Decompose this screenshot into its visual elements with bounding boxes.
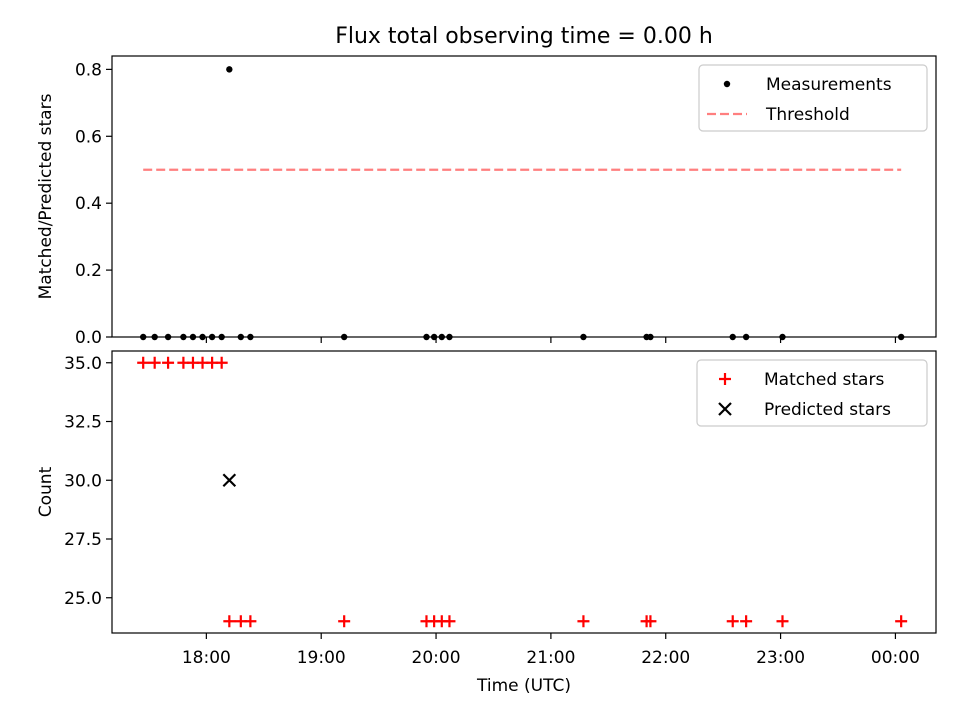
measurement-point [180,333,187,341]
x-tick-label: 18:00 [182,648,231,668]
matched-star-point [137,356,150,369]
legend-label: Threshold [765,105,850,125]
x-tick-label: 19:00 [297,648,346,668]
measurement-point [151,333,158,341]
matched-star-point [577,615,590,628]
measurement-point [237,333,245,341]
bottom-y-tick-label: 35.0 [64,354,102,374]
top-y-tick-label: 0.0 [75,328,102,348]
matched-star-point [443,615,456,628]
measurement-point [340,333,348,341]
measurement-point [164,333,172,341]
matched-star-point [223,615,236,628]
x-tick-label: 22:00 [641,648,690,668]
legend-label: Measurements [766,75,892,95]
matched-star-point [162,356,175,369]
measurement-point [247,333,254,341]
matched-star-point [895,615,908,628]
x-tick-label: 20:00 [412,648,461,668]
chart-title: Flux total observing time = 0.00 h [335,24,713,49]
bottom-legend-box [696,359,928,427]
bottom-y-tick-label: 32.5 [64,413,102,433]
measurement-point [742,333,750,341]
matched-star-point [338,615,351,628]
legend-matched-swatch [719,373,731,385]
top-panel: 0.0 0.2 0.4 0.6 0.8 Matched/Predicted stars Me… [36,55,937,348]
legend-label: Matched stars [764,370,884,390]
legend-predicted-swatch [718,402,732,416]
top-y-tick-label: 0.6 [75,127,102,147]
bottom-legend: Matched stars Predicted stars [696,359,928,427]
top-y-tick-label: 0.2 [75,261,102,281]
top-legend: Measurements Threshold [698,64,928,132]
measurement-point [438,333,445,341]
measurement-point [423,333,430,341]
measurement-point [897,333,905,341]
measurement-point [139,333,147,341]
measurement-point [208,333,216,341]
top-axes-frame [111,55,937,338]
measurement-point [647,333,654,341]
measurement-point [779,333,786,341]
matched-star-point [148,356,161,369]
measurement-point [430,333,438,341]
bottom-y-tick-label: 27.5 [64,530,102,550]
matched-star-point [776,615,789,628]
measurement-point [199,333,206,341]
predicted-star-point [222,473,237,488]
top-legend-box [698,64,928,132]
matched-star-point [644,615,657,628]
measurement-point [446,333,453,341]
measurement-point [226,66,233,73]
measurement-point [729,333,736,341]
measurement-point [189,333,197,341]
bottom-y-tick-label: 30.0 [64,471,102,491]
legend-measurement-swatch [723,80,731,88]
bottom-panel: 25.0 27.5 30.0 32.5 35.0 18:00 19:00 20:00 21:00… [36,350,937,696]
matched-star-point [244,615,257,628]
bottom-y-tick-label: 25.0 [64,589,102,609]
bottom-y-axis-label: Count [36,466,56,517]
x-tick-label: 23:00 [756,648,805,668]
top-y-tick-label: 0.8 [75,60,102,80]
top-y-tick-label: 0.4 [75,194,102,214]
matched-star-point [740,615,753,628]
legend-label: Predicted stars [764,400,891,420]
measurement-point [218,333,225,341]
x-axis-label: Time (UTC) [476,676,571,696]
measurement-point [580,333,587,341]
x-tick-label: 00:00 [871,648,920,668]
top-y-axis-label: Matched/Predicted stars [36,93,56,299]
x-tick-label: 21:00 [526,648,575,668]
matched-star-point [215,356,228,369]
matched-star-point [726,615,739,628]
bottom-axes-frame [111,350,937,634]
